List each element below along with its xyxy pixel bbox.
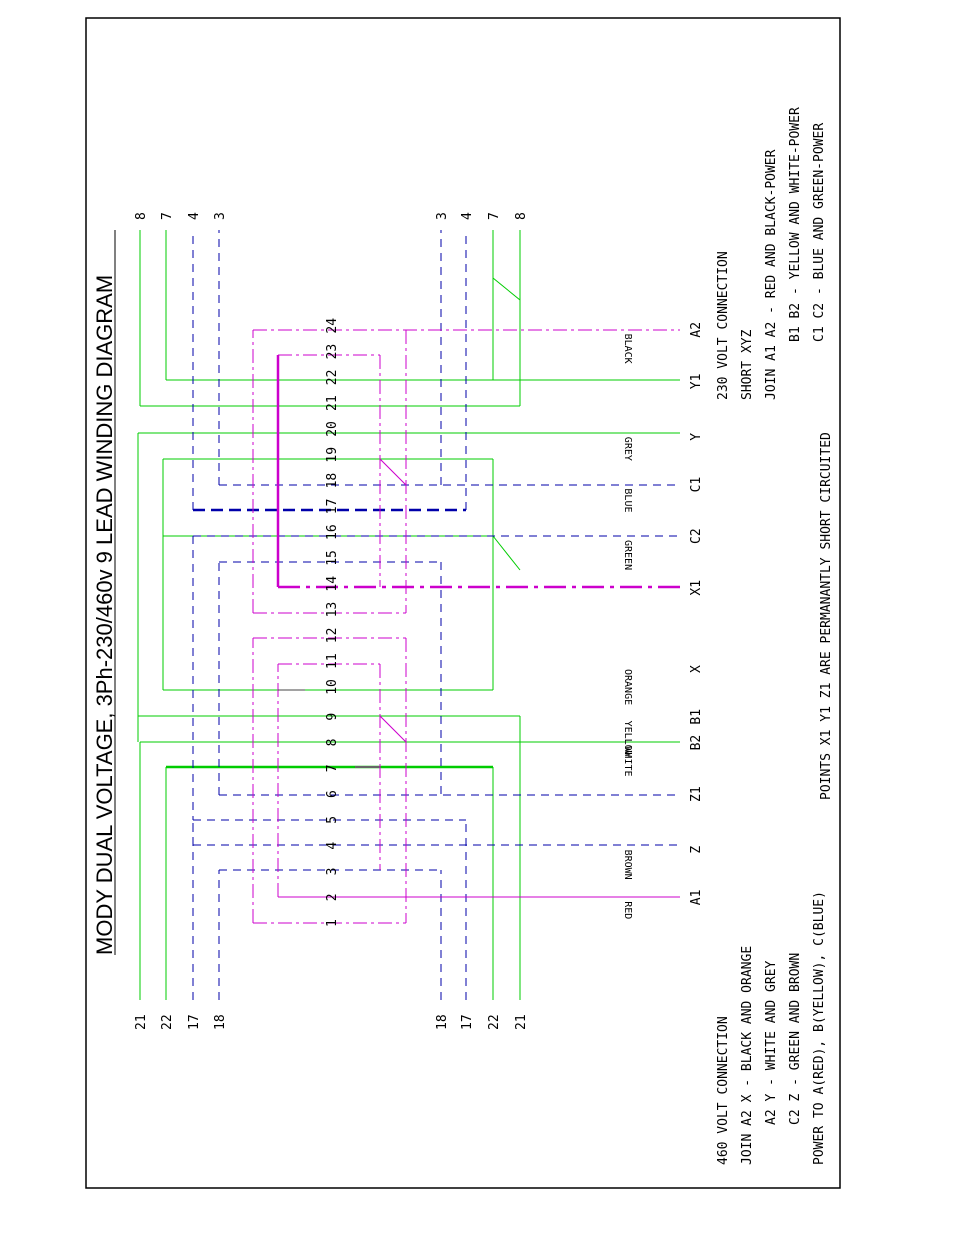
conn230-line1: SHORT XYZ — [740, 329, 755, 400]
drawing-frame — [85, 17, 841, 1189]
slot-number-22: 22 — [325, 370, 340, 386]
slot-number-7: 7 — [325, 764, 340, 772]
slot-number-17: 17 — [325, 499, 340, 515]
slot-number-18: 18 — [325, 473, 340, 489]
terminal-label-b1: B1 — [689, 709, 704, 725]
slot-number-13: 13 — [325, 602, 340, 618]
slot-number-16: 16 — [325, 524, 340, 540]
slot-number-19: 19 — [325, 447, 340, 463]
lead-number-right-top-3: 3 — [435, 212, 450, 220]
wire-color-black: BLACK — [622, 334, 633, 364]
slot-number-6: 6 — [325, 790, 340, 798]
lead-number-right-bottom-21: 21 — [514, 1014, 529, 1030]
label-group: 1234567891011121314151617181920212223242… — [134, 212, 704, 1030]
slot-number-24: 24 — [325, 318, 340, 334]
conn230-heading: 230 VOLT CONNECTION — [716, 251, 731, 400]
terminal-label-c1: C1 — [689, 477, 704, 493]
terminal-label-y1: Y1 — [689, 374, 704, 390]
phase-c-crossover — [492, 535, 521, 571]
conn230-line4: C1 C2 - BLUE AND GREEN-POWER — [812, 123, 827, 342]
slot-number-10: 10 — [325, 679, 340, 695]
lead-number-right-top-7: 7 — [487, 212, 502, 220]
lead-number-left-bottom-22: 22 — [160, 1014, 175, 1030]
terminal-label-c2: C2 — [689, 528, 704, 544]
wire-color-brown: BROWN — [622, 850, 633, 880]
lead-number-right-bottom-17: 17 — [460, 1014, 475, 1030]
wire-color-blue: BLUE — [622, 488, 633, 512]
slot-number-9: 9 — [325, 713, 340, 721]
conn460-line3: C2 Z - GREEN AND BROWN — [788, 953, 803, 1125]
lead-number-right-top-8: 8 — [514, 212, 529, 220]
slot-number-21: 21 — [325, 395, 340, 411]
lead-number-left-top-4: 4 — [187, 212, 202, 220]
terminal-label-x1: X1 — [689, 580, 704, 596]
conn460-heading: 460 VOLT CONNECTION — [716, 1016, 731, 1165]
slot-number-4: 4 — [325, 842, 340, 850]
conn460-line2: A2 Y - WHITE AND GREY — [764, 960, 779, 1125]
lead-number-right-bottom-22: 22 — [487, 1014, 502, 1030]
wire-color-orange: ORANGE — [622, 669, 633, 705]
conn230-line3: B1 B2 - YELLOW AND WHITE-POWER — [788, 107, 803, 342]
terminal-label-b2: B2 — [689, 735, 704, 751]
terminal-label-z: Z — [689, 846, 704, 854]
terminal-label-a2: A2 — [689, 322, 704, 338]
slot-number-20: 20 — [325, 421, 340, 437]
wire-color-white: WHITE — [622, 746, 633, 776]
slot-number-5: 5 — [325, 816, 340, 824]
slot-number-8: 8 — [325, 739, 340, 747]
terminal-label-x: X — [689, 665, 704, 673]
magenta-crossover-8-9 — [379, 715, 407, 743]
wire-color-red: RED — [622, 901, 633, 919]
slot-number-14: 14 — [325, 576, 340, 592]
slot-number-15: 15 — [325, 550, 340, 566]
terminal-label-y: Y — [689, 433, 704, 441]
top-crossover — [492, 277, 521, 301]
terminal-label-z1: Z1 — [689, 786, 704, 802]
slot-number-2: 2 — [325, 893, 340, 901]
slot-number-23: 23 — [325, 344, 340, 360]
lead-number-left-bottom-17: 17 — [187, 1014, 202, 1030]
diagram-title: MODY DUAL VOLTAGE, 3Ph-230/460v 9 LEAD W… — [92, 275, 117, 955]
conn460-line4: POWER TO A(RED), B(YELLOW), C(BLUE) — [812, 891, 827, 1165]
conn230-line2: JOIN A1 A2 - RED AND BLACK-POWER — [764, 149, 779, 400]
wire-color-green: GREEN — [622, 540, 633, 570]
slot-number-11: 11 — [325, 653, 340, 669]
lead-number-right-bottom-18: 18 — [435, 1014, 450, 1030]
slot-number-3: 3 — [325, 868, 340, 876]
wire-color-grey: GREY — [622, 437, 633, 461]
slot-number-12: 12 — [325, 628, 340, 644]
lead-number-left-bottom-21: 21 — [134, 1014, 149, 1030]
short-circuit-note: POINTS X1 Y1 Z1 ARE PERMANANTLY SHORT CI… — [819, 432, 834, 800]
wiring-group — [137, 230, 680, 1000]
lead-number-left-top-7: 7 — [160, 212, 175, 220]
wire-color-yellow: YELLOW — [622, 721, 633, 758]
magenta-crossover-18-19 — [379, 458, 407, 486]
conn460-line1: JOIN A2 X - BLACK AND ORANGE — [740, 946, 755, 1165]
slot-number-1: 1 — [325, 919, 340, 927]
lead-number-left-bottom-18: 18 — [213, 1014, 228, 1030]
terminal-label-a1: A1 — [689, 890, 704, 906]
lead-number-left-top-8: 8 — [134, 212, 149, 220]
lead-number-left-top-3: 3 — [213, 212, 228, 220]
lead-number-right-top-4: 4 — [460, 212, 475, 220]
